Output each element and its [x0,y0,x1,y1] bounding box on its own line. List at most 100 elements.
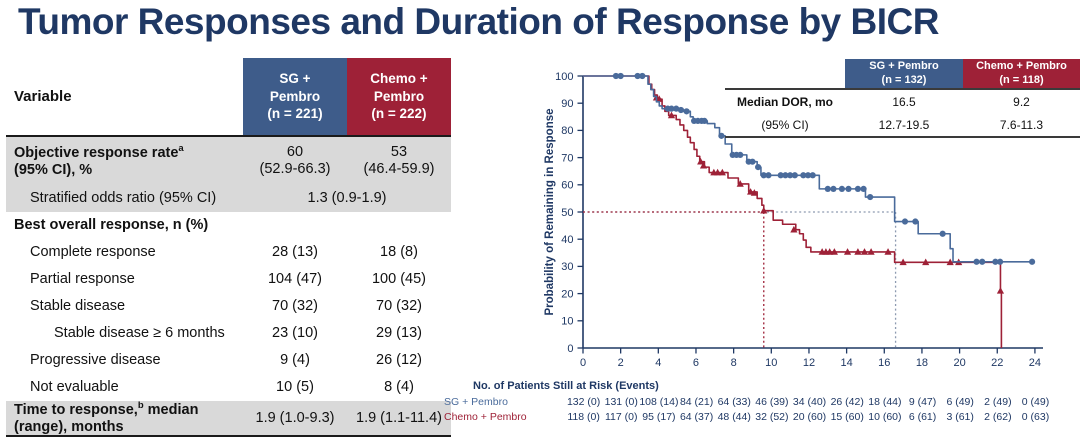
median-guide-chemo [583,211,765,348]
at-risk-cell: 95 (17) [642,411,676,423]
at-risk-cell: 132 (0) [566,396,601,408]
cell-value: 1.9 (1.0-9.3) [255,409,335,426]
at-risk-cell: 18 (44) [868,396,902,408]
dor-median-label: Median DOR, mo [736,94,833,109]
svg-text:100: 100 [555,71,573,83]
row-label: Stable disease [30,297,126,314]
at-risk-row: SG + Pembro 132 (0) 131 (0) 108 (14) 84 (21)… [444,396,1080,410]
svg-text:50: 50 [561,207,573,219]
y-axis-title: Probability of Remaining in Response [544,108,556,315]
at-risk-cell: 6 (61) [908,411,937,423]
at-risk-table: No. of Patients Still at Risk (Events) S… [444,380,1080,442]
row-label: Partial response [30,270,135,287]
row-label: Stratified odds ratio (95% CI) [30,189,217,206]
at-risk-cell: 131 (0) [604,396,638,408]
svg-text:90: 90 [561,98,573,110]
cell-value: 9 (4) [280,352,310,369]
svg-text:70: 70 [561,152,573,164]
dor-ci-label: (95% CI) [761,117,809,132]
at-risk-cell: 64 (37) [679,411,714,423]
at-risk-row: Chemo + Pembro 118 (0) 117 (0) 95 (17) 64 (3… [444,411,1080,425]
km-curve-sg-pembro [583,75,1034,263]
cell-value: 26 (12) [376,352,422,369]
median-guide-sg [583,211,897,348]
svg-text:8: 8 [731,357,737,369]
svg-text:10: 10 [561,316,573,328]
at-risk-cell: 118 (0) [567,411,600,423]
table-row: Complete response 28 (13) 18 (8) [6,239,451,266]
svg-text:60: 60 [561,180,573,192]
y-axis-ticks: 0 10 20 30 40 50 60 70 80 90 100 [555,71,583,355]
dor-median-chemo: 9.2 [1013,94,1030,109]
cell-value: 28 (13) [272,244,318,261]
svg-text:14: 14 [840,357,852,369]
at-risk-cell: 2 (49) [984,396,1012,408]
response-table: Variable SG + Pembro (n = 221) Chemo + P… [6,58,451,437]
svg-text:30: 30 [561,261,573,273]
table-row: Stratified odds ratio (95% CI) 1.3 (0.9-1… [6,185,451,212]
at-risk-cell: 3 (61) [946,411,974,423]
at-risk-series-label: Chemo + Pembro [444,411,527,423]
svg-text:40: 40 [561,234,573,246]
at-risk-cell: 32 (52) [755,411,789,423]
cell-value: 70 (32) [272,298,318,315]
table-row: Not evaluable 10 (5) 8 (4) [6,374,451,401]
at-risk-cell: 26 (42) [830,396,864,408]
svg-text:12: 12 [803,357,815,369]
cell-value: 29 (13) [376,325,422,342]
cell-value: 70 (32) [376,298,422,315]
row-label: Stable disease ≥ 6 months [54,324,225,341]
dor-column-chemo-pembro: Chemo + Pembro (n = 118) [963,59,1080,88]
table-row: Objective response ratea (95% CI), % 60 (52… [6,137,451,185]
dor-ci-row: (95% CI) 12.7-19.5 7.6-11.3 [725,113,1080,136]
dor-median-sg: 16.5 [892,94,916,109]
at-risk-cell: 64 (33) [717,396,751,408]
at-risk-cell: 117 (0) [605,411,638,423]
cell-value: 10 (5) [276,379,314,396]
km-curve-chemo-pembro [583,75,1003,348]
svg-text:22: 22 [991,357,1003,369]
at-risk-cell: 2 (62) [984,411,1012,423]
svg-text:6: 6 [693,357,699,369]
row-label: Objective response ratea (95% CI), % [14,142,184,178]
cell-value: 100 (45) [371,271,426,288]
at-risk-cell: 9 (47) [908,396,937,408]
cell-value-merged: 1.3 (0.9-1.9) [307,190,387,207]
at-risk-cell: 15 (60) [830,411,864,423]
svg-text:20: 20 [953,357,965,369]
at-risk-cell: 6 (49) [946,396,974,408]
cell-value: 23 (10) [272,325,318,342]
at-risk-cell: 46 (39) [755,396,789,408]
table-row: Stable disease 70 (32) 70 (32) [6,293,451,320]
dor-column-sg-pembro: SG + Pembro (n = 132) [845,59,963,88]
table-row: Partial response 104 (47) 100 (45) [6,266,451,293]
svg-text:4: 4 [655,357,661,369]
at-risk-cell: 48 (44) [717,411,751,423]
svg-text:20: 20 [561,288,573,300]
censor-marks-sg-pembro [612,72,1036,265]
at-risk-cell: 0 (49) [1021,396,1050,408]
at-risk-cell: 10 (60) [868,411,902,423]
cell-value: 104 (47) [267,271,322,288]
cell-value: 1.9 (1.1-11.4) [356,409,442,426]
dor-summary-table: SG + Pembro (n = 132) Chemo + Pembro (n … [725,59,1080,138]
dor-ci-chemo: 7.6-11.3 [999,117,1044,132]
at-risk-cell: 84 (21) [679,396,714,408]
at-risk-cell: 108 (14) [639,396,679,408]
at-risk-cell: 0 (63) [1021,411,1050,423]
svg-text:2: 2 [618,357,624,369]
response-table-header: Variable SG + Pembro (n = 221) Chemo + P… [6,58,451,137]
svg-text:16: 16 [878,357,890,369]
cell-value: 8 (4) [384,379,414,396]
row-label: Complete response [30,243,156,260]
at-risk-cell: 20 (60) [792,411,827,423]
dor-ci-sg: 12.7-19.5 [878,117,930,132]
column-header-chemo-pembro: Chemo + Pembro (n = 222) [347,58,451,135]
svg-text:0: 0 [580,357,586,369]
table-row: Stable disease ≥ 6 months 23 (10) 29 (13) [6,320,451,347]
table-row: Progressive disease 9 (4) 26 (12) [6,347,451,374]
table-row: Best overall response, n (%) [6,212,451,239]
x-axis-ticks: 0 2 4 6 8 10 12 14 16 18 20 22 24 [580,348,1041,369]
